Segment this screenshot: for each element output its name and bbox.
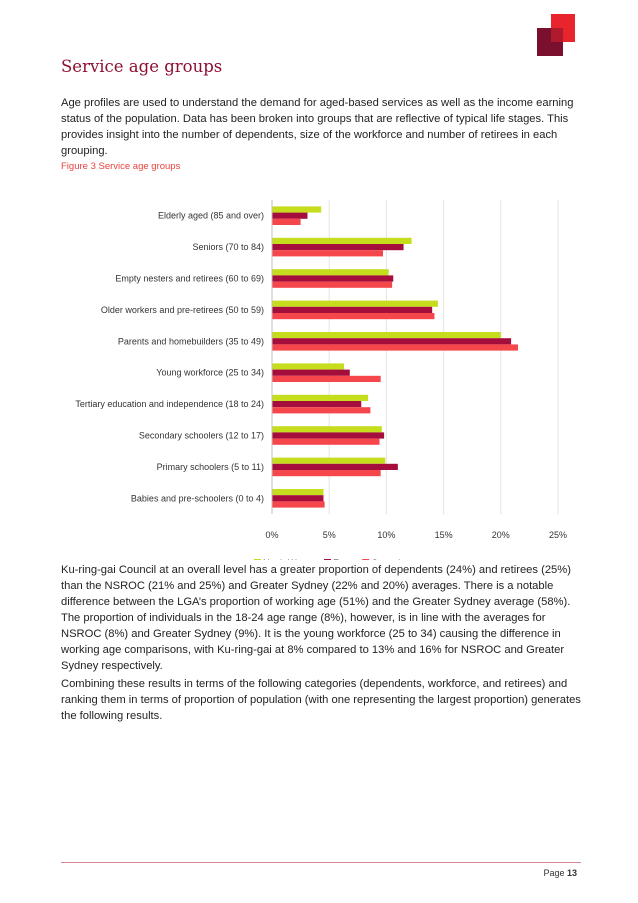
bar-central [272,470,381,477]
bar-east [272,275,394,282]
page-title: Service age groups [61,57,223,76]
bar-north-west [272,332,501,339]
x-tick-label: 20% [492,530,510,540]
bar-north-west [272,237,412,244]
logo [537,14,575,56]
bar-central [272,344,518,351]
bar-central [272,407,371,414]
x-tick-label: 5% [323,530,336,540]
legend-swatch [324,559,331,560]
bar-east [272,306,433,313]
bar-north-west [272,426,382,433]
bar-north-west [272,300,438,307]
page-number-value: 13 [566,868,577,878]
bar-east [272,495,324,502]
intro-paragraph: Age profiles are used to understand the … [61,97,574,157]
x-tick-label: 0% [265,530,278,540]
bar-north-west [272,457,386,464]
legend-label: North-West [263,558,309,560]
category-label: Young workforce (25 to 34) [156,368,264,378]
bar-east [272,369,350,376]
legend-label: Central [371,558,400,560]
footer-divider [61,862,581,863]
bar-east [272,338,512,345]
figure-caption: Figure 3 Service age groups [61,161,181,172]
category-label: Seniors (70 to 84) [192,242,264,252]
category-label: Babies and pre-schoolers (0 to 4) [131,493,264,503]
bar-central [272,313,435,320]
category-label: Older workers and pre-retirees (50 to 59… [101,305,264,315]
bar-central [272,281,393,288]
bar-north-west [272,363,345,370]
category-label: Empty nesters and retirees (60 to 69) [115,274,264,284]
bar-north-west [272,489,324,496]
category-label: Primary schoolers (5 to 11) [157,462,264,472]
x-tick-label: 10% [377,530,395,540]
bar-central [272,218,301,225]
page-number: Page 13 [543,868,577,878]
page-label: Page [543,868,565,878]
bar-east [272,432,385,439]
bar-east [272,463,398,470]
summary-paragraph: Combining these results in terms of the … [61,678,581,722]
analysis-paragraph: Ku-ring-gai Council at an overall level … [61,564,571,672]
bar-central [272,501,325,508]
bar-central [272,375,381,382]
legend-label: East [333,558,352,560]
x-tick-label: 25% [549,530,567,540]
category-label: Secondary schoolers (12 to 17) [139,431,264,441]
category-label: Parents and homebuilders (35 to 49) [118,336,264,346]
bar-north-west [272,394,369,401]
bar-east [272,244,404,251]
category-label: Tertiary education and independence (18 … [75,399,264,409]
bar-east [272,212,308,219]
category-label: Elderly aged (85 and over) [158,211,264,221]
x-tick-label: 15% [435,530,453,540]
bar-east [272,401,362,408]
bar-central [272,250,383,257]
legend-swatch [254,559,261,560]
bar-central [272,438,380,445]
legend-swatch [362,559,370,560]
bar-north-west [272,269,389,276]
bar-north-west [272,206,322,213]
service-age-chart: 0% 5% 10% 15% 20% 25% Elderly aged (85 and ove… [75,200,567,560]
